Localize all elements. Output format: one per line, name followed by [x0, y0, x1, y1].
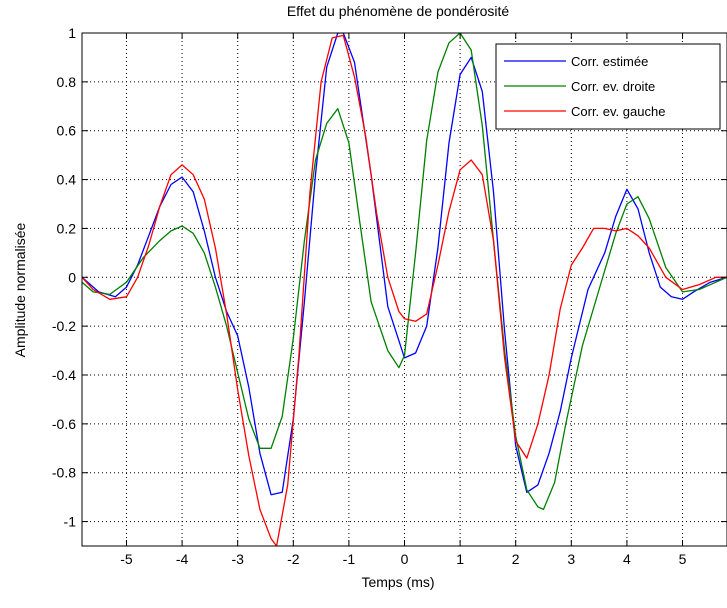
y-tick-label: -0.8	[52, 465, 76, 481]
y-axis-label: Amplitude normalisée	[12, 222, 28, 357]
series-line-3	[82, 34, 727, 546]
series-layer	[82, 33, 727, 546]
x-tick-label: 5	[679, 551, 687, 567]
y-tick-label: -1	[64, 514, 77, 530]
x-tick-label: 0	[401, 551, 409, 567]
legend-label: Corr. ev. gauche	[571, 104, 665, 119]
x-axis-label: Temps (ms)	[361, 574, 434, 590]
legend-label: Corr. estimée	[571, 54, 648, 69]
y-tick-label: -0.2	[52, 318, 76, 334]
x-tick-label: -4	[176, 551, 189, 567]
y-tick-label: 0.8	[57, 74, 77, 90]
x-tick-label: -2	[287, 551, 300, 567]
ticks: -5 -4 -3 -2 -1 0 1 2 3 4 5 -1 -0.8 -0.6 -0.4 -0.2 0 0.2 0.…	[52, 25, 727, 567]
chart-title: Effet du phénomène de pondérosité	[287, 3, 510, 19]
x-tick-label: -3	[231, 551, 244, 567]
y-tick-label: 0	[68, 269, 76, 285]
y-tick-label: 0.2	[57, 220, 77, 236]
y-tick-label: -0.4	[52, 367, 76, 383]
series-line-2	[82, 33, 727, 511]
x-tick-label: 1	[456, 551, 464, 567]
y-tick-label: 1	[68, 25, 76, 41]
x-tick-label: 2	[512, 551, 520, 567]
x-tick-label: -5	[120, 551, 133, 567]
legend: Corr. estimée Corr. ev. droite Corr. ev. g…	[495, 43, 721, 130]
series-line-1	[82, 33, 727, 496]
legend-label: Corr. ev. droite	[571, 79, 655, 94]
y-tick-label: 0.6	[57, 123, 77, 139]
y-tick-label: -0.6	[52, 416, 76, 432]
x-tick-label: 4	[623, 551, 631, 567]
x-tick-label: -1	[343, 551, 356, 567]
x-tick-label: 3	[567, 551, 575, 567]
y-tick-label: 0.4	[57, 172, 77, 188]
